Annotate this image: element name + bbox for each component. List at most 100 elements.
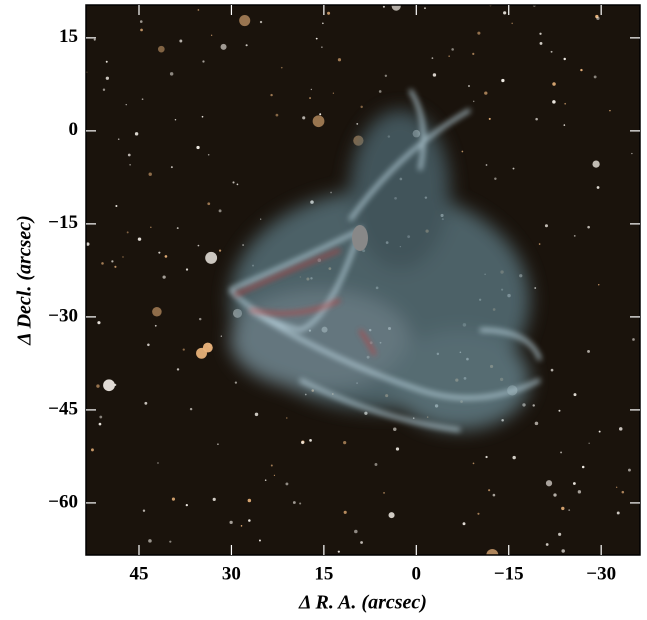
star	[171, 166, 173, 168]
star	[165, 255, 168, 258]
x-tick-label: 45	[129, 563, 148, 584]
star	[338, 58, 341, 61]
star	[211, 35, 212, 36]
star	[219, 209, 222, 212]
masked-region	[352, 225, 368, 251]
star	[609, 110, 611, 112]
star	[596, 17, 599, 20]
star	[217, 443, 218, 444]
star	[143, 510, 145, 512]
x-tick-label: 15	[314, 563, 333, 584]
star	[97, 321, 100, 324]
star	[281, 67, 283, 69]
star	[309, 97, 311, 99]
star	[202, 116, 204, 118]
star	[617, 512, 620, 515]
star	[631, 153, 632, 154]
star	[592, 160, 599, 167]
star	[196, 146, 199, 149]
star	[587, 226, 590, 229]
star	[309, 439, 312, 442]
star	[255, 413, 258, 416]
star	[360, 106, 362, 108]
star	[198, 245, 200, 247]
star	[177, 368, 179, 370]
star	[286, 417, 287, 418]
star	[114, 266, 116, 268]
star	[599, 431, 601, 433]
star	[488, 489, 490, 491]
star	[393, 428, 396, 431]
star	[99, 416, 102, 419]
star	[128, 154, 131, 157]
x-tick-label: 0	[412, 563, 422, 584]
star	[235, 382, 237, 384]
star	[560, 451, 562, 453]
star	[158, 46, 165, 53]
star	[149, 173, 152, 176]
star	[152, 307, 162, 317]
star	[259, 540, 261, 542]
star	[118, 138, 120, 140]
star	[246, 44, 248, 46]
star	[270, 94, 272, 96]
star	[99, 423, 102, 426]
star	[477, 32, 480, 35]
star	[248, 499, 252, 503]
star	[343, 441, 346, 444]
star	[561, 549, 564, 552]
star	[354, 530, 358, 534]
star	[392, 2, 401, 11]
star	[553, 493, 556, 496]
star	[632, 338, 635, 341]
star	[237, 184, 239, 186]
star	[589, 443, 590, 444]
star	[356, 123, 358, 125]
star	[622, 491, 625, 494]
star	[535, 422, 539, 426]
star	[183, 348, 185, 350]
star	[260, 218, 261, 219]
star	[522, 403, 525, 406]
star	[389, 512, 395, 518]
y-tick-label: −15	[48, 212, 78, 233]
star	[158, 252, 160, 254]
star	[106, 77, 109, 80]
star	[248, 519, 251, 522]
star	[578, 490, 581, 493]
star	[338, 551, 340, 553]
star	[563, 58, 565, 60]
star	[568, 509, 570, 511]
star	[493, 494, 496, 497]
star	[242, 244, 244, 246]
star	[432, 57, 434, 59]
star	[503, 11, 506, 14]
star	[175, 119, 176, 120]
star	[539, 33, 541, 35]
star	[321, 47, 322, 48]
star	[127, 231, 129, 233]
x-tick-label: 30	[222, 563, 241, 584]
star	[311, 89, 312, 90]
star	[360, 541, 363, 544]
star	[186, 504, 188, 506]
star	[582, 466, 585, 469]
star	[140, 20, 143, 23]
star	[489, 118, 491, 120]
star	[558, 410, 560, 412]
star	[330, 192, 332, 194]
star	[551, 369, 554, 372]
star	[271, 464, 273, 466]
star	[241, 525, 243, 527]
star	[383, 492, 385, 494]
star	[463, 522, 466, 525]
star	[385, 75, 387, 77]
star	[302, 116, 305, 119]
star	[140, 29, 143, 32]
star	[179, 40, 182, 43]
star	[486, 164, 488, 166]
star	[172, 498, 175, 501]
star	[221, 44, 227, 50]
star	[533, 404, 535, 406]
star	[573, 482, 576, 485]
